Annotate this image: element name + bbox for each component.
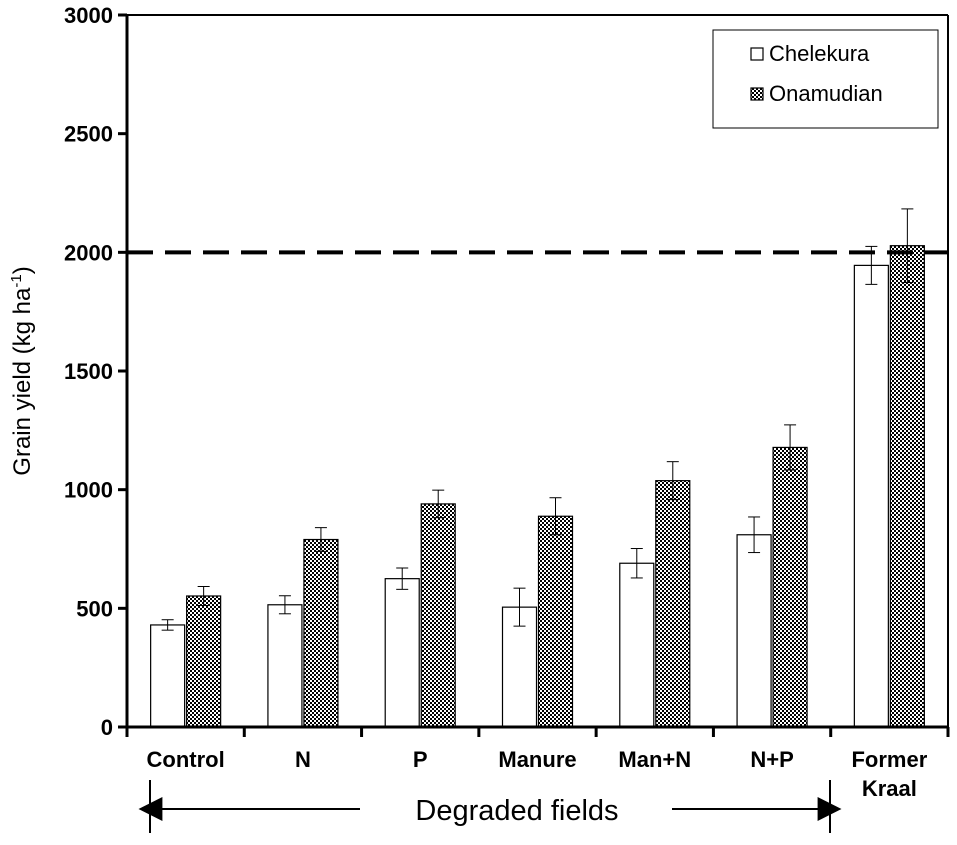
bar-onamudian-3 bbox=[537, 515, 574, 728]
y-tick-label: 1500 bbox=[64, 359, 113, 384]
y-tick-label: 2500 bbox=[64, 122, 113, 147]
x-tick-label-3: Manure bbox=[498, 747, 576, 772]
y-tick-label: 2000 bbox=[64, 240, 113, 265]
bar-chelekura-4 bbox=[619, 562, 655, 728]
x-tick-label-6: Kraal bbox=[862, 776, 917, 801]
bar-chelekura-3 bbox=[501, 606, 538, 728]
bar-onamudian-0 bbox=[186, 595, 222, 728]
x-tick-label-6: Former bbox=[851, 747, 927, 772]
x-tick-label-2: P bbox=[413, 747, 428, 772]
bar-onamudian-5 bbox=[772, 446, 808, 728]
y-tick-label: 500 bbox=[76, 596, 113, 621]
legend: Chelekura Onamudian bbox=[712, 29, 939, 129]
bar-chelekura-2 bbox=[384, 578, 420, 728]
axes-group: 0 500 1000 1500 2000 2500 3000 Grain yield (kg … bbox=[8, 3, 950, 801]
bar-chelekura-5 bbox=[736, 534, 772, 728]
bar-chelekura-6 bbox=[853, 264, 889, 728]
plot-area bbox=[127, 14, 949, 727]
bracket-label: Degraded fields bbox=[415, 795, 618, 827]
bar-chelekura-0 bbox=[150, 624, 186, 728]
y-tick-label: 3000 bbox=[64, 3, 113, 28]
bar-onamudian-2 bbox=[420, 503, 456, 728]
bar-onamudian-4 bbox=[655, 480, 691, 728]
x-tick-label-5: N+P bbox=[750, 747, 793, 772]
y-tick-label: 1000 bbox=[64, 478, 113, 503]
legend-swatch-onamudian bbox=[750, 87, 764, 101]
bars-group bbox=[127, 208, 948, 728]
y-tick-label: 0 bbox=[101, 715, 113, 740]
bar-chelekura-1 bbox=[267, 604, 303, 728]
bar-onamudian-1 bbox=[303, 538, 339, 728]
legend-swatch-chelekura bbox=[750, 47, 764, 61]
legend-label-onamudian: Onamudian bbox=[769, 81, 883, 106]
x-tick-label-4: Man+N bbox=[618, 747, 691, 772]
degraded-fields-bracket: Degraded fields bbox=[138, 780, 842, 833]
legend-box bbox=[712, 29, 939, 129]
bar-onamudian-6 bbox=[889, 245, 925, 728]
legend-label-chelekura: Chelekura bbox=[769, 41, 870, 66]
x-tick-label-1: N bbox=[295, 747, 311, 772]
y-axis-label: Grain yield (kg ha-1) bbox=[8, 266, 36, 475]
x-tick-label-0: Control bbox=[147, 747, 225, 772]
